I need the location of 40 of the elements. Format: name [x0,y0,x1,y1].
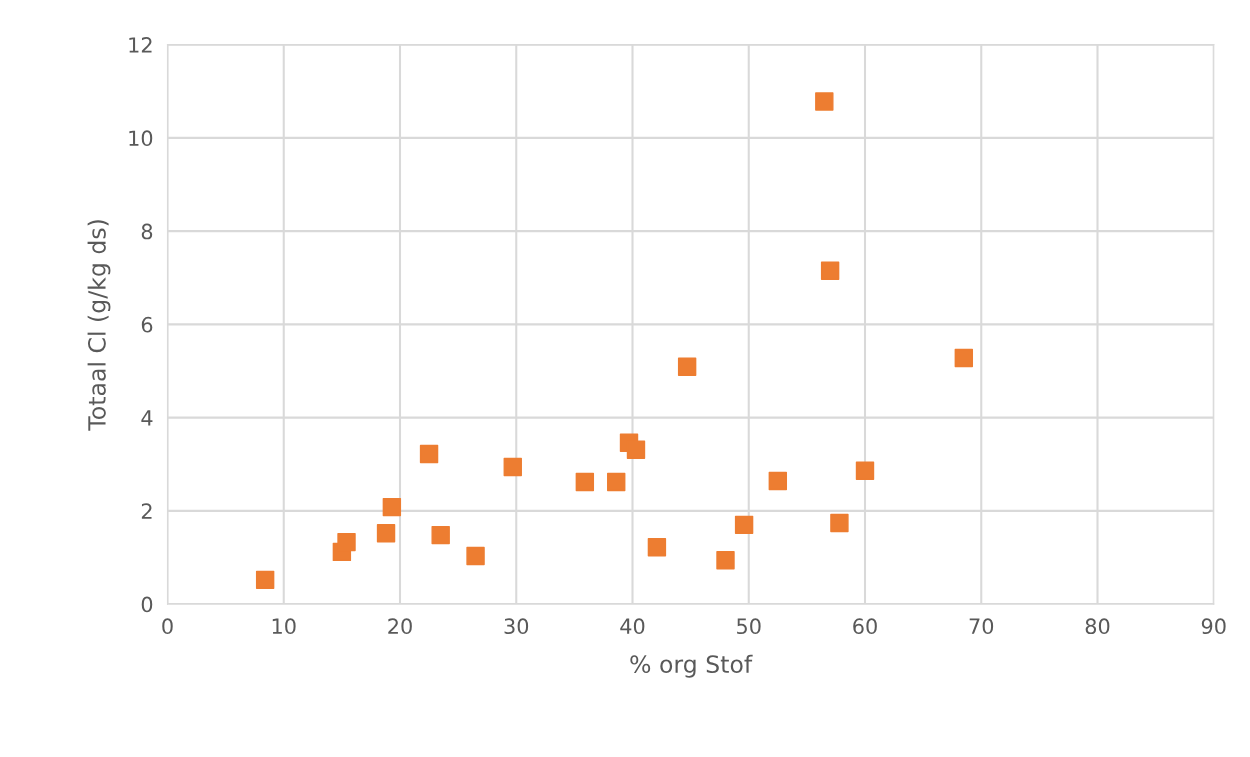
x-tick-label: 80 [1085,618,1110,635]
y-tick-label: 10 [129,130,153,147]
point [734,515,754,535]
point [575,472,595,492]
y-tick-label: 12 [129,37,152,53]
x-tick-label: 40 [620,618,645,635]
point [382,497,402,517]
point [815,92,834,111]
y-tick-label: 2 [141,503,152,519]
point [337,532,356,552]
point [954,348,974,368]
point [677,357,697,376]
point [647,538,667,557]
x-tick-label: 0 [162,618,173,635]
x-tick-label: 30 [504,618,529,635]
y-tick-label: 0 [141,596,153,613]
point [820,261,840,280]
y-axis-title: Totaal Cl (g/kg ds) [87,220,111,431]
x-tick-label: 20 [388,618,412,635]
point [503,457,522,477]
x-tick-label: 70 [969,618,994,635]
point [830,513,849,533]
point [768,471,788,491]
point [431,525,450,545]
y-tick-label: 4 [141,410,153,426]
x-tick-label: 10 [272,618,296,635]
point [716,551,735,570]
point [376,524,396,543]
point [626,440,646,459]
x-tick-label: 60 [853,618,877,635]
y-tick-label: 6 [141,316,153,333]
x-tick-label: 50 [737,618,761,635]
point [607,472,626,492]
y-tick-label: 8 [141,223,153,240]
point [419,444,439,464]
point [466,546,485,566]
point [855,461,875,480]
x-tick-label: 90 [1201,618,1226,635]
x-axis-title: % org Stof [630,654,753,678]
point [255,570,275,590]
